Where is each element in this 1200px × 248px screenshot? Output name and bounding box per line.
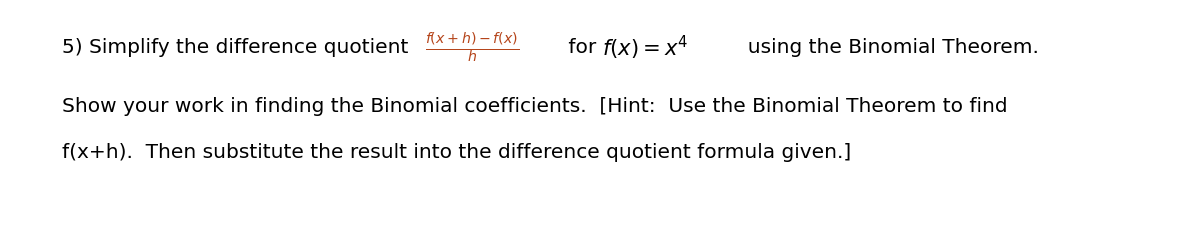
Text: $\mathit{\frac{f(x+h)-f(x)}{h}}$: $\mathit{\frac{f(x+h)-f(x)}{h}}$ — [425, 31, 520, 65]
Text: Show your work in finding the Binomial coefficients.  [Hint:  Use the Binomial T: Show your work in finding the Binomial c… — [62, 96, 1008, 116]
Text: $f(x) = x^4$: $f(x) = x^4$ — [602, 34, 689, 62]
Text: 5) Simplify the difference quotient: 5) Simplify the difference quotient — [62, 38, 415, 58]
Text: for: for — [562, 38, 602, 58]
Text: using the Binomial Theorem.: using the Binomial Theorem. — [734, 38, 1039, 58]
Text: f(x+h).  Then substitute the result into the difference quotient formula given.]: f(x+h). Then substitute the result into … — [62, 144, 851, 162]
